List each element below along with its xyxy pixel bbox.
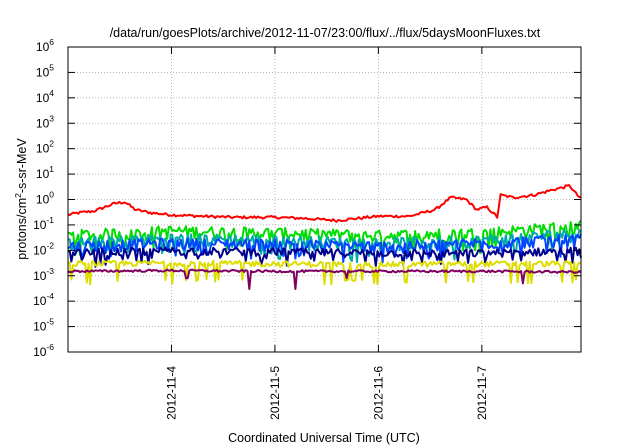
x-tick-label: 2012-11-5: [268, 366, 282, 420]
y-tick-label: 10-4: [33, 291, 54, 308]
x-tick-label: 2012-11-7: [475, 366, 489, 420]
y-tick-label-base: 10: [36, 142, 50, 156]
series-line: [68, 246, 582, 268]
y-tick-label-exponent: 1: [49, 164, 54, 174]
series-line: [67, 229, 582, 263]
y-tick-label-base: 10: [33, 269, 47, 283]
y-tick-label: 104: [36, 88, 54, 105]
y-axis-title: protons/cm2-s-sr-MeV: [13, 138, 29, 260]
y-tick-label: 101: [36, 164, 54, 181]
y-tick-label-exponent: 4: [49, 88, 54, 98]
series-line: [67, 259, 582, 286]
y-tick-label-exponent: -4: [46, 291, 54, 301]
y-tick-label-exponent: -3: [46, 266, 54, 276]
y-axis-title-post: -s-sr-MeV: [15, 138, 29, 194]
y-tick-label-base: 10: [36, 116, 50, 130]
plot-frame: [67, 46, 582, 353]
y-tick-label-base: 10: [36, 65, 50, 79]
y-tick-label-exponent: 5: [49, 62, 54, 72]
y-tick-label-base: 10: [36, 40, 50, 54]
y-tick-label: 103: [36, 113, 54, 130]
series-line: [67, 233, 582, 264]
x-tick-label: 2012-11-6: [371, 366, 385, 420]
y-tick-label: 10-5: [33, 317, 54, 334]
y-tick-label-exponent: 2: [49, 139, 54, 149]
y-tick-label: 10-6: [33, 342, 54, 359]
y-tick-label-base: 10: [33, 218, 47, 232]
x-axis: 2012-11-4 2012-11-5 2012-11-6 2012-11-7: [164, 47, 489, 420]
y-tick-label: 10-3: [33, 266, 54, 283]
y-tick-label: 10-1: [33, 215, 54, 232]
y-axis-title-sup: 2: [13, 193, 23, 198]
y-tick-label-exponent: -1: [46, 215, 54, 225]
y-tick-label: 100: [36, 190, 54, 207]
x-axis-title: Coordinated Universal Time (UTC): [228, 431, 420, 445]
y-tick-label: 102: [36, 139, 54, 156]
chart-title: /data/run/goesPlots/archive/2012-11-07/2…: [110, 26, 541, 40]
grid: [68, 47, 581, 352]
y-tick-label-base: 10: [33, 320, 47, 334]
x-tick-label: 2012-11-4: [164, 366, 178, 420]
series-group: [67, 184, 582, 290]
y-tick-label-exponent: -5: [46, 317, 54, 327]
y-axis: 10-610-510-410-310-210-11001011021031041…: [33, 37, 581, 359]
y-tick-label-base: 10: [36, 167, 50, 181]
y-tick-label-base: 10: [36, 91, 50, 105]
series-line: [67, 184, 582, 223]
y-tick-label: 10-2: [33, 240, 54, 257]
y-tick-label-base: 10: [36, 193, 50, 207]
y-tick-label-base: 10: [33, 294, 47, 308]
y-tick-label: 106: [36, 37, 54, 54]
y-tick-label-exponent: 3: [49, 113, 54, 123]
y-axis-title-pre: protons/cm: [15, 198, 29, 260]
y-tick-label-exponent: 0: [49, 190, 54, 200]
y-tick-label-exponent: -2: [46, 240, 54, 250]
series-line: [67, 219, 582, 256]
y-tick-label-base: 10: [33, 345, 47, 359]
y-tick-label-exponent: -6: [46, 342, 54, 352]
series-line: [67, 268, 582, 290]
y-tick-label: 105: [36, 62, 54, 79]
y-tick-label-base: 10: [33, 243, 47, 257]
y-tick-label-exponent: 6: [49, 37, 54, 47]
